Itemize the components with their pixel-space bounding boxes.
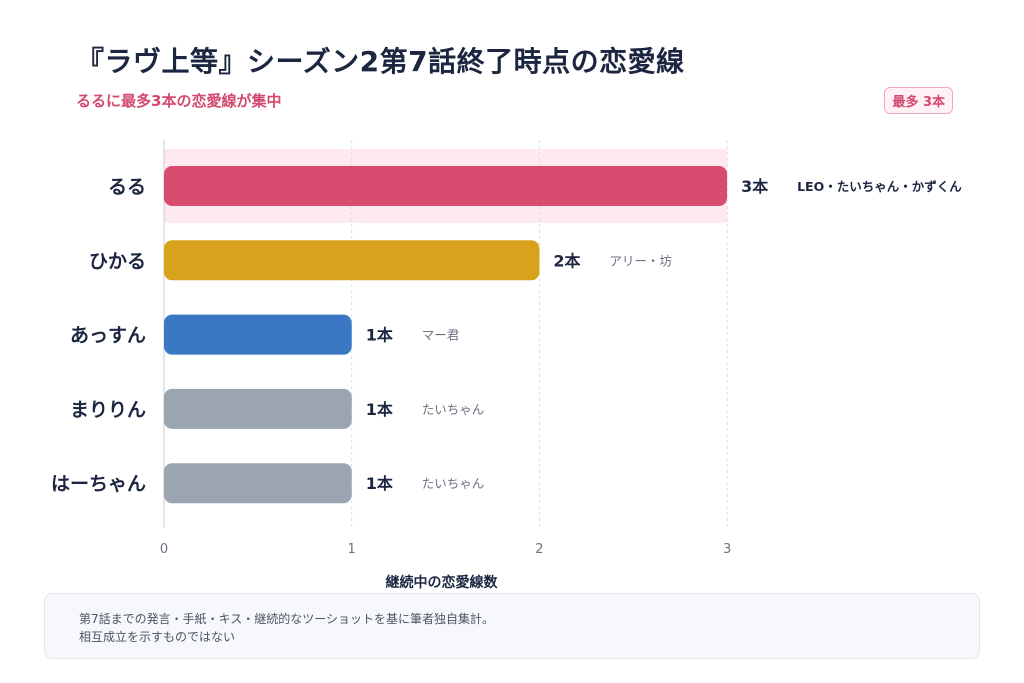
bar bbox=[164, 240, 540, 281]
value-label: 2本 bbox=[553, 251, 580, 270]
value-label: 3本 bbox=[741, 177, 768, 196]
category-label: るる bbox=[108, 176, 146, 198]
annotation-label: アリー・坊 bbox=[609, 253, 672, 268]
max-badge: 最多 3本 bbox=[884, 87, 953, 114]
category-label: あっすん bbox=[70, 325, 146, 347]
value-label: 1本 bbox=[366, 326, 393, 345]
value-label: 1本 bbox=[366, 474, 393, 493]
bar bbox=[164, 314, 352, 355]
value-label: 1本 bbox=[366, 400, 393, 419]
annotation-label: LEO・たいちゃん・かずくん bbox=[797, 179, 962, 194]
bar bbox=[164, 463, 352, 504]
annotation-label: たいちゃん bbox=[422, 476, 485, 491]
category-label: はーちゃん bbox=[51, 473, 146, 495]
x-tick-label: 2 bbox=[535, 542, 543, 557]
x-axis-title: 継続中の恋愛線数 bbox=[386, 574, 499, 591]
x-tick-label: 0 bbox=[160, 542, 168, 557]
category-label: まりりん bbox=[70, 399, 146, 421]
footnote-line-1: 第7話までの発言・手紙・キス・継続的なツーショットを基に筆者独自集計。 bbox=[79, 612, 495, 626]
x-tick-label: 3 bbox=[723, 542, 731, 557]
bar bbox=[164, 166, 728, 206]
chart-subtitle: るるに最多3本の恋愛線が集中 bbox=[76, 92, 282, 110]
footnote: 第7話までの発言・手紙・キス・継続的なツーショットを基に筆者独自集計。 相互成立… bbox=[44, 593, 980, 659]
category-label: ひかる bbox=[89, 250, 146, 272]
annotation-label: マー君 bbox=[422, 328, 460, 343]
annotation-label: たいちゃん bbox=[422, 402, 485, 417]
footnote-line-2: 相互成立を示すものではない bbox=[79, 630, 236, 644]
bar bbox=[164, 388, 352, 429]
chart-title: 『ラヴ上等』シーズン2第7話終了時点の恋愛線 bbox=[76, 45, 685, 78]
x-tick-label: 1 bbox=[348, 542, 356, 557]
